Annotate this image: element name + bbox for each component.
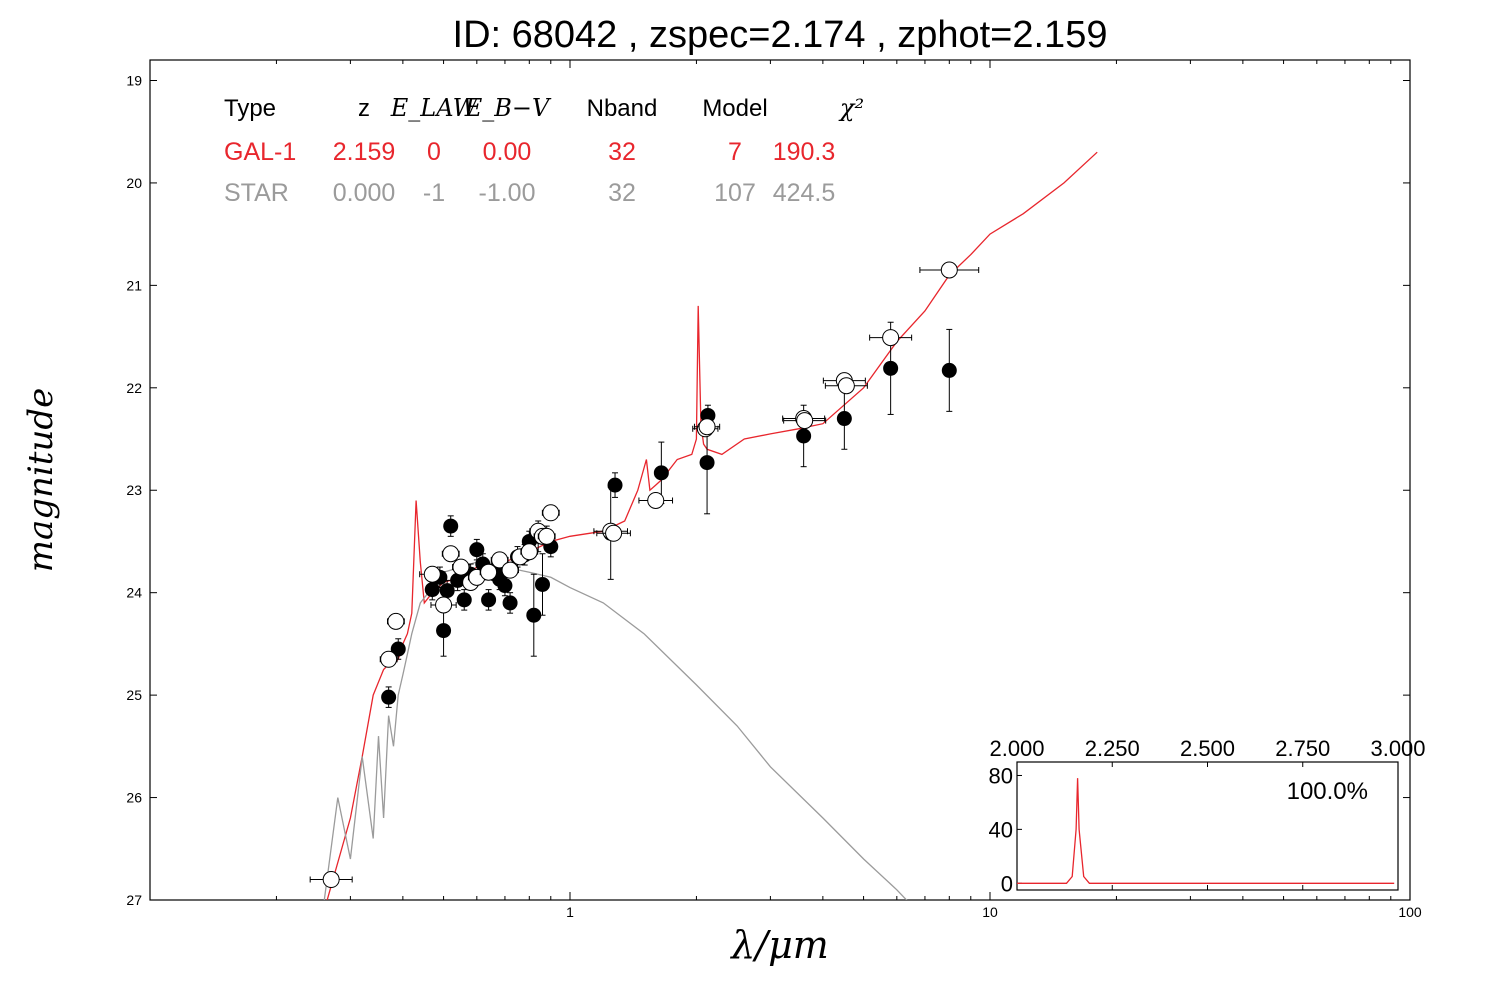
data-point-observed: [381, 689, 397, 705]
fit-table-header: E_B−V: [464, 94, 552, 122]
data-point-observed: [883, 360, 899, 376]
fit-table-cell-star: 0.000: [333, 179, 396, 207]
series-line-gal-1: [326, 151, 1098, 900]
y-axis-label: magnitude: [21, 388, 61, 573]
fit-table-cell-galaxy: 0.00: [483, 138, 532, 166]
fit-table-header: Type: [224, 95, 276, 122]
data-point-model: [442, 545, 460, 563]
data-point-observed: [436, 623, 452, 639]
x-axis-label: λ/μm: [729, 923, 829, 967]
data-point-model: [647, 491, 665, 509]
y-tick-label: 27: [126, 892, 142, 908]
inset-pdz-line: [1017, 778, 1395, 884]
data-point-model: [435, 596, 453, 614]
data-point-model: [796, 412, 814, 430]
data-point-model: [542, 504, 560, 522]
y-tick-label: 23: [126, 482, 142, 498]
data-point-observed: [699, 455, 715, 471]
y-tick-label: 24: [126, 585, 142, 601]
plot-frame: [149, 59, 1411, 901]
fit-table-cell-galaxy: 32: [608, 138, 636, 166]
fit-table-cell-star: -1.00: [479, 179, 536, 207]
data-point-observed: [469, 542, 485, 558]
y-tick-label: 25: [126, 687, 142, 703]
inset-x-tick-label: 2.750: [1275, 736, 1330, 761]
data-point-model: [882, 329, 900, 347]
fit-table-cell-star: 424.5: [773, 179, 836, 207]
fit-table-cell-star: 107: [714, 179, 756, 207]
x-tick-label: 1: [566, 904, 574, 920]
data-point-model: [698, 418, 716, 436]
fit-table-cell-star: -1: [423, 179, 445, 207]
data-point-observed: [534, 576, 550, 592]
inset-x-tick-label: 2.000: [989, 736, 1044, 761]
x-tick-label: 10: [982, 904, 998, 920]
x-tick-label: 100: [1398, 904, 1422, 920]
data-point-model: [452, 558, 470, 576]
data-point-observed: [796, 428, 812, 444]
fit-table-cell-galaxy: 2.159: [333, 138, 396, 166]
data-point-observed: [481, 592, 497, 608]
data-point-observed: [390, 641, 406, 657]
inset-x-tick-label: 2.500: [1180, 736, 1235, 761]
inset-frame: [1016, 761, 1399, 891]
y-tick-label: 26: [126, 790, 142, 806]
data-point-model: [605, 524, 623, 542]
fit-table-cell-star: 32: [608, 179, 636, 207]
data-point-observed: [526, 607, 542, 623]
data-point-observed: [836, 411, 852, 427]
data-point-observed: [450, 572, 466, 588]
plot-content: [309, 151, 1098, 900]
fit-table-cell-galaxy: 7: [728, 138, 742, 166]
inset-y-tick-label: 0: [1001, 871, 1013, 896]
data-point-observed: [607, 477, 623, 493]
data-point-model: [491, 551, 509, 569]
fit-table-cell-galaxy: 0: [427, 138, 441, 166]
data-point-observed: [653, 465, 669, 481]
data-point-model: [322, 871, 340, 889]
data-point-observed: [424, 582, 440, 598]
y-tick-label: 20: [126, 175, 142, 191]
data-point-model: [501, 561, 519, 579]
data-point-model: [380, 650, 398, 668]
fit-table-header: Nband: [587, 95, 658, 122]
data-point-observed: [941, 362, 957, 378]
fit-table-cell-star: STAR: [224, 179, 289, 207]
y-tick-label: 21: [126, 277, 142, 293]
data-point-model: [837, 377, 855, 395]
fit-table-header: Model: [702, 95, 767, 122]
inset-y-tick-label: 80: [989, 763, 1013, 788]
data-point-observed: [439, 583, 455, 599]
inset-y-tick-label: 40: [989, 817, 1013, 842]
y-tick-label: 22: [126, 380, 142, 396]
data-point-observed: [502, 595, 518, 611]
inset-x-tick-label: 2.250: [1085, 736, 1140, 761]
data-point-observed: [497, 578, 513, 594]
data-point-model: [480, 563, 498, 581]
fit-table-header: z: [358, 95, 370, 122]
chart-title: ID: 68042 , zspec=2.174 , zphot=2.159: [452, 14, 1108, 56]
fit-table-header: E_LAW: [390, 94, 480, 122]
data-point-model: [387, 612, 405, 630]
data-point-model: [520, 543, 538, 561]
data-point-model: [940, 261, 958, 279]
inset-annotation: 100.0%: [1287, 778, 1368, 805]
fit-table-cell-galaxy: GAL-1: [224, 138, 296, 166]
data-point-observed: [443, 518, 459, 534]
data-point-observed: [456, 592, 472, 608]
y-tick-label: 19: [126, 72, 142, 88]
fit-table-cell-galaxy: 190.3: [773, 138, 836, 166]
data-point-model: [423, 565, 441, 583]
fit-table-header: χ²: [838, 94, 864, 122]
data-point-model: [538, 527, 556, 545]
inset-x-tick-label: 3.000: [1370, 736, 1425, 761]
